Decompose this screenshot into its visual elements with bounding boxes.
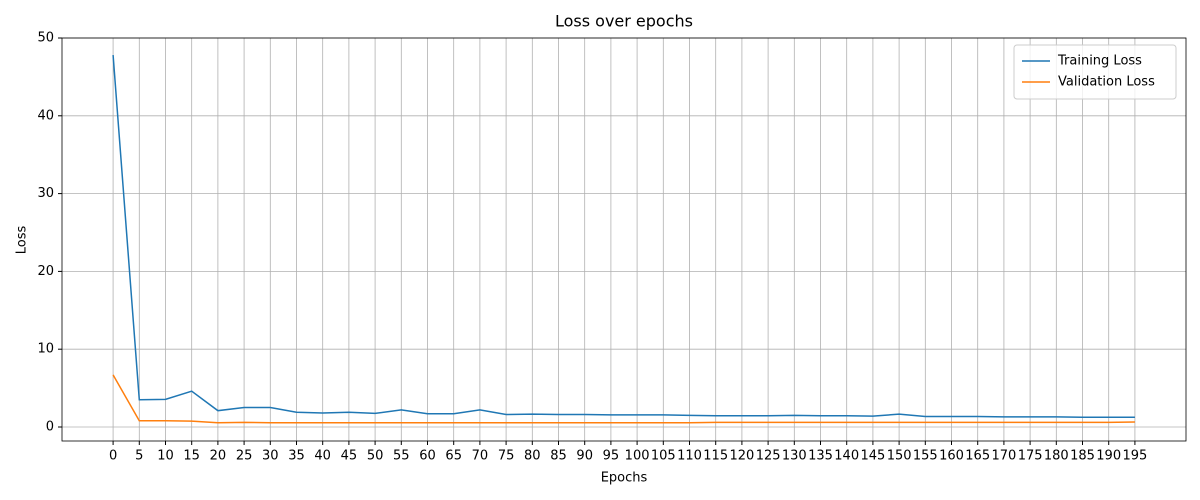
x-tick-label: 85 xyxy=(550,449,567,464)
x-tick-label: 165 xyxy=(965,449,990,464)
x-tick-label: 170 xyxy=(991,449,1016,464)
x-tick-label: 145 xyxy=(860,449,885,464)
x-tick-label: 185 xyxy=(1070,449,1095,464)
x-tick-label: 135 xyxy=(808,449,833,464)
x-tick-label: 0 xyxy=(109,449,117,464)
legend: Training Loss Validation Loss xyxy=(1013,44,1177,100)
x-tick-label: 25 xyxy=(236,449,253,464)
legend-label: Training Loss xyxy=(1057,54,1142,69)
x-tick-label: 55 xyxy=(393,449,410,464)
x-tick-label: 125 xyxy=(756,449,781,464)
x-tick-label: 160 xyxy=(939,449,964,464)
x-tick-label: 120 xyxy=(729,449,754,464)
x-tick-label: 195 xyxy=(1122,449,1147,464)
x-tick-label: 110 xyxy=(677,449,702,464)
chart-title: Loss over epochs xyxy=(555,12,693,31)
y-axis-label: Loss xyxy=(15,226,30,255)
x-tick-label: 95 xyxy=(603,449,620,464)
x-tick-label: 15 xyxy=(183,449,200,464)
x-tick-label: 45 xyxy=(341,449,358,464)
legend-label: Validation Loss xyxy=(1058,75,1155,90)
x-tick-label: 115 xyxy=(703,449,728,464)
x-tick-label: 90 xyxy=(576,449,593,464)
x-tick-label: 190 xyxy=(1096,449,1121,464)
x-tick-label: 150 xyxy=(887,449,912,464)
legend-box xyxy=(1013,44,1177,100)
x-tick-label: 75 xyxy=(498,449,515,464)
x-tick-label: 180 xyxy=(1044,449,1069,464)
x-tick-label: 130 xyxy=(782,449,807,464)
x-tick-label: 5 xyxy=(135,449,143,464)
x-tick-label: 50 xyxy=(367,449,384,464)
y-tick-label: 0 xyxy=(46,419,54,434)
x-tick-label: 65 xyxy=(445,449,462,464)
y-tick-label: 20 xyxy=(37,264,54,279)
y-tick-label: 50 xyxy=(37,31,54,46)
x-tick-label: 155 xyxy=(913,449,938,464)
plot-frame xyxy=(61,37,1187,442)
x-tick-label: 70 xyxy=(472,449,489,464)
y-tick-label: 30 xyxy=(37,186,54,201)
line xyxy=(112,374,1135,424)
x-tick-label: 175 xyxy=(1018,449,1043,464)
x-tick-label: 35 xyxy=(288,449,305,464)
x-axis-label: Epochs xyxy=(601,471,648,486)
x-tick-label: 10 xyxy=(157,449,174,464)
x-tick-label: 80 xyxy=(524,449,541,464)
y-tick-label: 40 xyxy=(37,108,54,123)
x-tick-label: 105 xyxy=(651,449,676,464)
x-tick-label: 140 xyxy=(834,449,859,464)
x-tick-label: 60 xyxy=(419,449,436,464)
x-tick-label: 100 xyxy=(625,449,650,464)
x-tick-label: 40 xyxy=(314,449,331,464)
line xyxy=(112,55,1135,419)
x-tick-label: 30 xyxy=(262,449,279,464)
y-tick-label: 10 xyxy=(37,342,54,357)
x-tick-label: 20 xyxy=(210,449,227,464)
